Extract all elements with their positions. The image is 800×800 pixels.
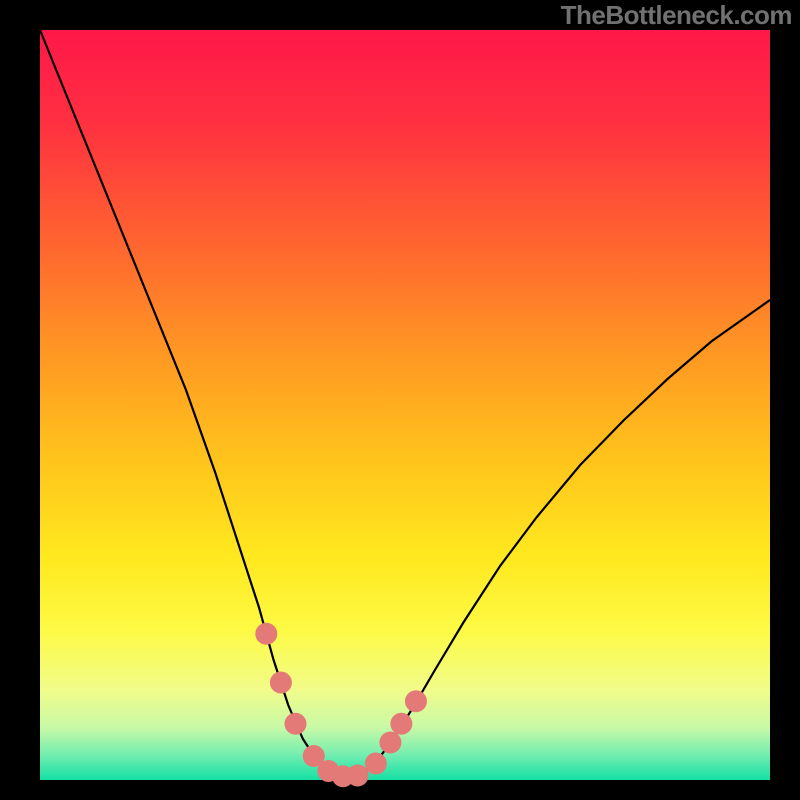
- plot-background: [40, 30, 770, 780]
- bottleneck-chart: [0, 0, 800, 800]
- curve-marker: [270, 672, 292, 694]
- curve-marker: [347, 765, 369, 787]
- chart-canvas: TheBottleneck.com: [0, 0, 800, 800]
- curve-marker: [405, 690, 427, 712]
- watermark-text: TheBottleneck.com: [561, 0, 792, 31]
- curve-marker: [255, 623, 277, 645]
- curve-marker: [379, 732, 401, 754]
- curve-marker: [285, 713, 307, 735]
- curve-marker: [390, 713, 412, 735]
- curve-marker: [365, 753, 387, 775]
